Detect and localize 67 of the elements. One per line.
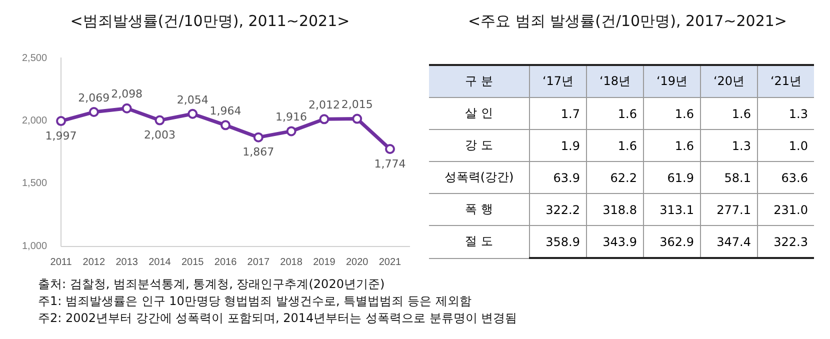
data-label: 2,069 xyxy=(78,91,110,104)
data-label: 2,098 xyxy=(111,88,143,101)
x-tick-label: 2014 xyxy=(148,256,172,268)
data-label: 63.9 xyxy=(530,162,586,194)
x-tick-label: 2020 xyxy=(346,256,369,268)
data-label: 58.1 xyxy=(700,162,758,194)
x-tick-label: 2016 xyxy=(214,256,238,268)
y-tick-label: 강 도 xyxy=(429,130,530,162)
data-label: 358.9 xyxy=(530,226,586,258)
x-tick-label: 2011 xyxy=(50,256,72,268)
x-tick-label: 2017 xyxy=(247,256,270,268)
x-tick-label: 2012 xyxy=(82,256,106,268)
data-label: 1.6 xyxy=(644,98,700,130)
x-tick-label: ‘20년 xyxy=(700,65,758,98)
data-label: 1.0 xyxy=(758,130,814,162)
source-note: 출처: 검찰청, 범죄분석통계, 통계청, 장래인구추계(2020년기준) xyxy=(38,276,386,293)
data-label: 1.6 xyxy=(644,130,700,162)
data-label: 1.3 xyxy=(700,130,758,162)
data-label: 318.8 xyxy=(586,194,644,226)
x-tick-label: 2019 xyxy=(313,256,336,268)
data-label: 1,867 xyxy=(242,146,274,159)
data-label: 1.6 xyxy=(586,130,644,162)
y-tick-label: 1,000 xyxy=(22,240,48,252)
x-tick-label: 2021 xyxy=(378,256,402,268)
data-label: 322.2 xyxy=(530,194,586,226)
y-tick-label: 2,500 xyxy=(22,52,48,64)
y-axis-title: 구 분 xyxy=(429,65,530,98)
chart-title: <주요 범죄 발생률(건/10만명), 2017~2021> xyxy=(467,12,788,31)
data-label: 2,003 xyxy=(144,128,176,142)
x-tick-label: 2013 xyxy=(116,256,138,268)
x-tick-label: ‘17년 xyxy=(530,65,586,98)
data-label: 1.9 xyxy=(530,130,586,162)
data-label: 2,012 xyxy=(308,98,340,112)
data-label: 1,916 xyxy=(276,110,308,124)
x-tick-label: ‘19년 xyxy=(644,65,700,98)
data-label: 2,015 xyxy=(341,98,373,112)
data-label: 277.1 xyxy=(700,194,758,226)
text: 주1: 범죄발생률은 인구 10만명당 형법범죄 발생건수로, 특별법범죄 등은 제외함 xyxy=(38,293,472,310)
data-label: 1,997 xyxy=(45,129,77,142)
data-label: 231.0 xyxy=(758,194,814,226)
data-label: 1.7 xyxy=(530,98,586,130)
text: 주2: 2002년부터 강간에 성폭력이 포함되며, 2014년부터는 성폭력으로 분류명이 변경됨 xyxy=(38,310,518,327)
data-label: 62.2 xyxy=(586,162,644,194)
y-tick-label: 살 인 xyxy=(429,98,530,130)
x-tick-label: 2018 xyxy=(280,256,303,268)
data-label: 347.4 xyxy=(700,226,758,258)
data-label: 1.3 xyxy=(758,98,814,130)
x-tick-label: 2015 xyxy=(181,256,204,268)
y-tick-label: 2,000 xyxy=(22,115,48,126)
y-tick-label: 1,500 xyxy=(22,178,48,190)
data-label: 1,964 xyxy=(210,104,242,118)
data-label: 1,774 xyxy=(374,157,406,170)
y-tick-label: 절 도 xyxy=(429,226,530,258)
data-label: 322.3 xyxy=(758,226,814,258)
y-tick-label: 성폭력(강간) xyxy=(429,162,530,194)
data-label: 343.9 xyxy=(586,226,644,258)
chart-title: <범죄발생률(건/10만명), 2011~2021> xyxy=(69,12,351,31)
data-label: 1.6 xyxy=(700,98,758,130)
data-label: 362.9 xyxy=(644,226,700,258)
data-label: 1.6 xyxy=(586,98,644,130)
data-label: 313.1 xyxy=(644,194,700,226)
y-tick-label: 폭 행 xyxy=(429,194,530,226)
x-tick-label: ‘18년 xyxy=(586,65,644,98)
data-label: 63.6 xyxy=(758,162,814,194)
x-tick-label: ‘21년 xyxy=(758,65,814,98)
data-label: 2,054 xyxy=(176,93,208,106)
data-label: 61.9 xyxy=(644,162,700,194)
